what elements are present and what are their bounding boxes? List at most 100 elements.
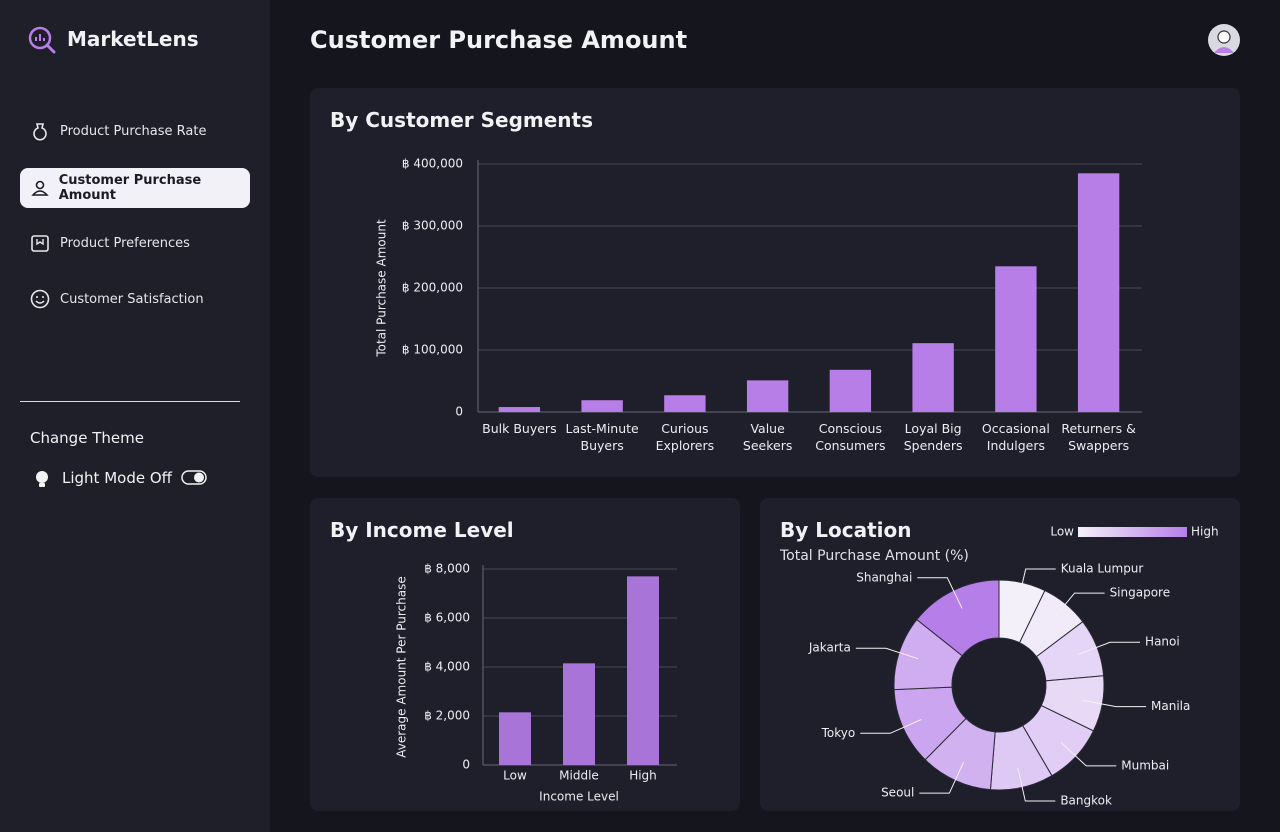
- legend-colorbar: [1078, 527, 1187, 537]
- nav-icon: [31, 180, 49, 196]
- slice-label: Singapore: [1110, 586, 1171, 600]
- divider: [20, 401, 240, 402]
- y-tick-label: 0: [455, 405, 463, 419]
- sidebar: MarketLens Product Purchase Rate Custome…: [0, 0, 270, 832]
- brand-name: MarketLens: [67, 27, 199, 51]
- income-chart: 0 ฿ 2,000 ฿ 4,000 ฿ 6,000 ฿ 8,000 Average Amo…: [395, 562, 677, 804]
- location-card: By Location Total Purchase Amount (%) Ku…: [760, 498, 1240, 811]
- slice-label: Jakarta: [808, 641, 851, 655]
- card-title: By Customer Segments: [330, 108, 593, 132]
- slice-label: Bangkok: [1060, 794, 1112, 808]
- y-tick-label: ฿ 6,000: [424, 611, 470, 625]
- leader-line: [1017, 568, 1056, 603]
- y-tick-label: ฿ 400,000: [402, 157, 463, 171]
- x-tick-label: Value Seekers: [742, 421, 793, 453]
- x-tick-label-box: Loyal Big Spenders: [903, 421, 963, 453]
- nav-label: Customer Satisfaction: [60, 291, 204, 307]
- theme-heading: Change Theme: [30, 429, 144, 447]
- y-tick-label: ฿ 100,000: [402, 343, 463, 357]
- avatar[interactable]: [1208, 24, 1240, 56]
- y-axis-title: Total Purchase Amount: [375, 219, 389, 358]
- bar: [995, 266, 1037, 412]
- x-tick-label-box: Conscious Consumers: [815, 421, 886, 453]
- x-tick-label: Low: [503, 769, 527, 783]
- x-tick-label-box: Value Seekers: [742, 421, 793, 453]
- y-tick-label: ฿ 4,000: [424, 660, 470, 674]
- leader-line: [917, 577, 963, 609]
- nav-item[interactable]: Customer Purchase Amount: [20, 168, 250, 208]
- slice-label: Hanoi: [1145, 635, 1180, 649]
- nav-icon: [31, 235, 49, 252]
- y-tick-label: ฿ 300,000: [402, 219, 463, 233]
- legend-low: Low: [1050, 525, 1074, 539]
- bar: [563, 663, 595, 765]
- nav-item[interactable]: Customer Satisfaction: [20, 279, 250, 319]
- nav-label: Customer Purchase Amount: [58, 173, 202, 203]
- leader-line: [1052, 592, 1105, 620]
- bar: [627, 576, 659, 765]
- leader-line: [1017, 767, 1056, 802]
- y-tick-label: 0: [462, 758, 470, 772]
- nav-icon: [33, 123, 47, 141]
- slice-label: Kuala Lumpur: [1061, 562, 1144, 576]
- x-tick-label: Bulk Buyers: [482, 421, 557, 436]
- card-title: By Location: [780, 518, 912, 542]
- slice-label: Seoul: [881, 786, 914, 800]
- card-subtitle: Total Purchase Amount (%): [780, 548, 969, 564]
- nav-icon: [30, 289, 50, 309]
- bar: [1077, 173, 1120, 412]
- x-tick-label-box: Returners & Swappers: [1061, 421, 1136, 453]
- brand-logo: [28, 26, 56, 54]
- x-tick-label: Occasional Indulgers: [981, 421, 1050, 453]
- leader-line: [855, 647, 919, 660]
- bar: [499, 712, 531, 765]
- y-tick-label: ฿ 2,000: [424, 709, 470, 723]
- x-tick-label: High: [629, 769, 657, 783]
- leader-line: [1082, 699, 1147, 708]
- bar: [664, 395, 706, 412]
- donut-slice: [916, 579, 1000, 657]
- card-title: By Income Level: [330, 518, 514, 542]
- leader-line: [860, 719, 922, 734]
- income-card: By Income Level 0 ฿ 2,000 ฿ 4,000 ฿ 6,000 ฿ …: [310, 498, 740, 811]
- segments-card: By Customer Segments 0 ฿ 100,000 ฿ 200,000…: [310, 88, 1240, 477]
- leader-line: [919, 762, 964, 794]
- nav-label: Product Purchase Rate: [60, 123, 207, 139]
- theme-toggle-label: Light Mode Off: [62, 469, 172, 487]
- bar: [581, 400, 623, 412]
- slice-label: Shanghai: [856, 570, 912, 584]
- bar: [746, 380, 789, 412]
- y-tick-label: ฿ 8,000: [424, 562, 470, 576]
- x-tick-label: Conscious Consumers: [815, 421, 886, 453]
- y-axis-title: Average Amount Per Purchase: [395, 576, 409, 758]
- x-tick-label: Middle: [559, 769, 599, 783]
- x-tick-label-box: Last-Minute Buyers: [565, 421, 639, 453]
- nav-item[interactable]: Product Purchase Rate: [20, 111, 250, 151]
- theme-toggle[interactable]: [181, 470, 207, 486]
- bar: [912, 343, 954, 412]
- x-tick-label: Loyal Big Spenders: [903, 421, 963, 453]
- leader-line: [1078, 641, 1141, 655]
- page-title: Customer Purchase Amount: [310, 26, 688, 54]
- y-tick-label: ฿ 200,000: [402, 281, 463, 295]
- bulb-icon: [36, 471, 48, 487]
- x-tick-label: Returners & Swappers: [1061, 421, 1136, 453]
- slice-label: Mumbai: [1121, 758, 1169, 772]
- x-axis-title: Income Level: [539, 790, 619, 804]
- segments-chart: 0 ฿ 100,000 ฿ 200,000 ฿ 300,000 ฿ 400,000 Tot…: [375, 157, 1142, 453]
- x-tick-label-box: Occasional Indulgers: [981, 421, 1050, 453]
- bar: [829, 369, 872, 412]
- x-tick-label: Last-Minute Buyers: [565, 421, 639, 453]
- x-tick-label-box: Bulk Buyers: [482, 421, 557, 436]
- nav-label: Product Preferences: [60, 235, 190, 251]
- location-chart: Kuala Lumpur Singapore Hanoi Manila Mumbai Ba…: [808, 525, 1219, 808]
- x-tick-label: Curious Explorers: [655, 421, 715, 453]
- slice-label: Tokyo: [821, 726, 856, 740]
- nav-item[interactable]: Product Preferences: [20, 223, 250, 263]
- leader-line: [1060, 742, 1117, 767]
- slice-label: Manila: [1151, 699, 1190, 713]
- legend-high: High: [1191, 525, 1219, 539]
- bar: [498, 407, 541, 412]
- x-tick-label-box: Curious Explorers: [655, 421, 715, 453]
